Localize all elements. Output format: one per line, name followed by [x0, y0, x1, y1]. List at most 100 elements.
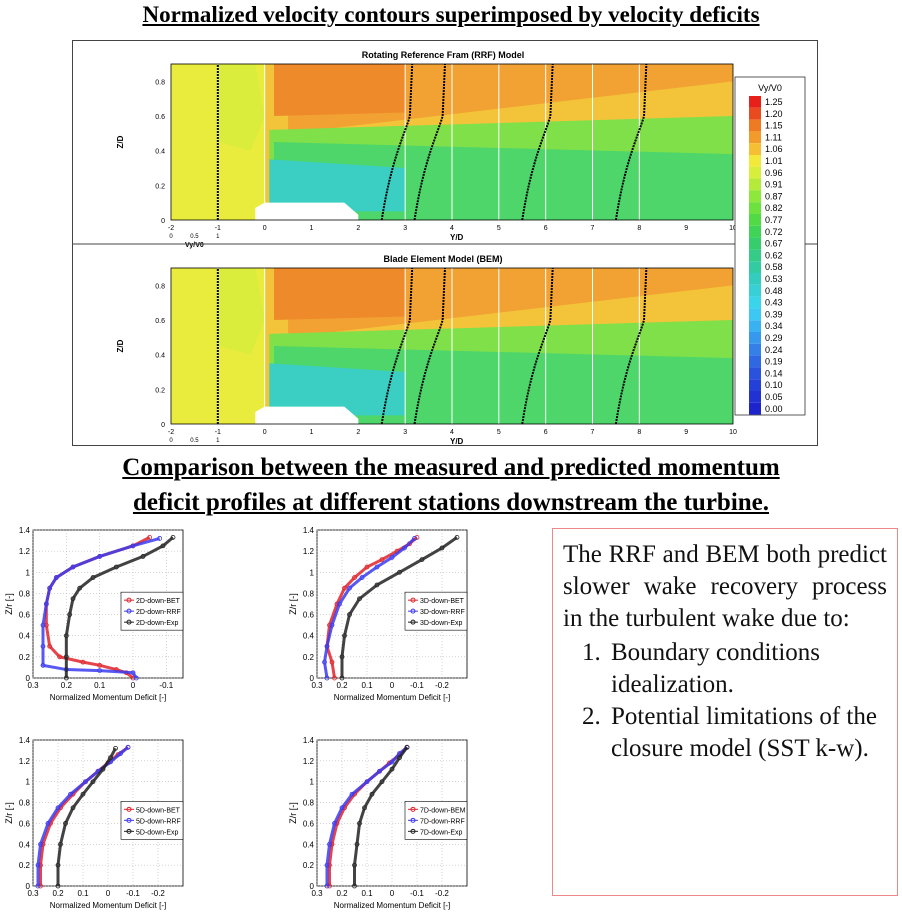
colorbar-label: 0.43	[765, 298, 783, 308]
legend-marker	[126, 608, 132, 614]
velocity-profile-3	[413, 268, 446, 424]
x-tick-label: -2	[168, 429, 174, 436]
x-axis-label: Normalized Momentum Deficit [-]	[334, 693, 450, 702]
sub-tick-label: 0.5	[190, 438, 199, 444]
wake-deficit	[269, 363, 406, 416]
data-point	[67, 612, 73, 617]
colorbar-label: 0.77	[765, 215, 783, 225]
data-point	[342, 585, 347, 591]
sub-axis-label: Vy/V0	[185, 242, 204, 249]
colorbar-swatch	[749, 320, 761, 332]
colorbar-swatch	[749, 225, 761, 238]
plot-frame	[170, 63, 734, 221]
x-tick-label: 5	[497, 429, 501, 436]
legend-label: 7D-down-Exp	[420, 829, 463, 836]
contour-panel-1: Rotating Reference Fram (RRF) Model 0 0.2 0…	[116, 50, 737, 249]
data-point	[90, 575, 96, 580]
x-tick-label: 3	[403, 429, 407, 436]
data-point	[339, 805, 345, 811]
wake-deficit	[269, 159, 406, 212]
x-tick-label: 0	[390, 889, 395, 898]
sub-tick-label: 0	[169, 438, 173, 444]
x-tick-label: 0.3	[27, 681, 39, 690]
colorbar-label: 0.58	[765, 262, 783, 272]
data-point	[100, 766, 106, 772]
data-point	[414, 534, 420, 540]
x-axis-label: Normalized Momentum Deficit [-]	[50, 901, 166, 910]
colorbar-label: 1.06	[765, 144, 783, 154]
data-point	[419, 557, 425, 562]
legend-label: 3D-down-RRF	[420, 609, 465, 616]
colorbar-title: Vy/V0	[758, 83, 782, 93]
y-axis-label: Z/r [-]	[288, 802, 298, 824]
colorbar-swatch	[749, 379, 761, 391]
data-point	[43, 601, 49, 607]
y-tick-label: 0	[310, 882, 315, 891]
colorbar-swatch	[749, 166, 761, 179]
y-tick-label: 0.8	[155, 283, 165, 290]
x-axis-label: Y/D	[450, 437, 464, 445]
y-tick-label: 0.4	[19, 840, 31, 849]
data-point	[47, 643, 53, 649]
y-tick-label: 0	[26, 674, 31, 683]
y-tick-label: 1	[310, 568, 315, 577]
x-tick-label: 2	[356, 225, 360, 232]
colorbar-swatch	[749, 308, 761, 321]
conclusion-item-2: Potential limitations of the closure mod…	[607, 701, 887, 765]
x-tick-label: -1	[215, 225, 221, 232]
colorbar-swatch	[749, 143, 761, 155]
contour-plots: Rotating Reference Fram (RRF) Model 0 0.2 0…	[73, 50, 817, 453]
data-point	[170, 534, 176, 540]
series-line-2	[325, 746, 408, 886]
series-line-2	[41, 537, 161, 679]
y-tick-label: 1.4	[19, 526, 31, 535]
y-axis-label: Z/r [-]	[4, 802, 14, 824]
x-tick-label: 8	[637, 429, 641, 436]
contour-figure: Rotating Reference Fram (RRF) Model 0 0.2 0…	[72, 40, 818, 453]
data-point	[90, 779, 96, 785]
comparison-title-line1: Comparison between the measured and pred…	[122, 454, 780, 481]
y-tick-label: 1.4	[19, 736, 31, 745]
data-point	[38, 841, 43, 847]
data-point	[364, 564, 370, 570]
data-point	[342, 633, 347, 639]
y-tick-label: 0.4	[303, 840, 315, 849]
x-tick-label: 0.1	[361, 681, 373, 690]
data-point	[389, 759, 395, 765]
data-point	[53, 575, 59, 580]
x-tick-label: -0.2	[435, 681, 449, 690]
profile-chart-5d: 0 0.2 0.4 0.6 0.8 1 1.2 1.4 0.3 0.2 0.1 0 -0.1 -0.2 No…	[4, 736, 184, 910]
data-point	[324, 862, 330, 868]
y-tick-label: 0.2	[155, 387, 165, 394]
data-point	[63, 654, 69, 660]
legend-marker	[126, 817, 132, 823]
profile-chart-3d: 0 0.2 0.4 0.6 0.8 1 1.2 1.4 0.3 0.2 0.1 0 -0.1 -0.2 No…	[288, 526, 468, 702]
legend-label: 2D-down-RRF	[136, 609, 181, 616]
data-point	[397, 755, 402, 761]
velocity-profile-2	[380, 64, 414, 220]
colorbar-label: 0.72	[765, 227, 783, 237]
conclusion-intro: The RRF and BEM both predict slower wake…	[563, 541, 887, 632]
inflow-zone	[217, 64, 265, 151]
y-tick-label: 0.8	[19, 799, 31, 808]
jet-zone	[274, 64, 406, 116]
y-tick-label: 0.6	[155, 318, 165, 325]
y-tick-label: 0.8	[303, 589, 315, 598]
x-tick-label: -0.2	[435, 889, 449, 898]
y-tick-label: 1.2	[303, 757, 315, 766]
series-line-3	[353, 746, 409, 886]
legend-label: 3D-down-BET	[420, 598, 465, 605]
legend-marker	[410, 608, 416, 614]
y-tick-label: 0.4	[303, 632, 315, 641]
data-point	[35, 862, 41, 868]
x-tick-label: 6	[544, 429, 548, 436]
legend-label: 5D-down-BET	[136, 807, 181, 814]
data-point	[362, 805, 367, 811]
y-tick-label: 1	[26, 778, 31, 787]
colorbar-swatch	[749, 249, 761, 262]
x-tick-label: 6	[544, 225, 548, 232]
legend-marker	[126, 806, 132, 812]
x-tick-label: -0.1	[410, 681, 424, 690]
x-tick-label: 2	[356, 429, 360, 436]
colorbar-swatch	[749, 343, 761, 356]
